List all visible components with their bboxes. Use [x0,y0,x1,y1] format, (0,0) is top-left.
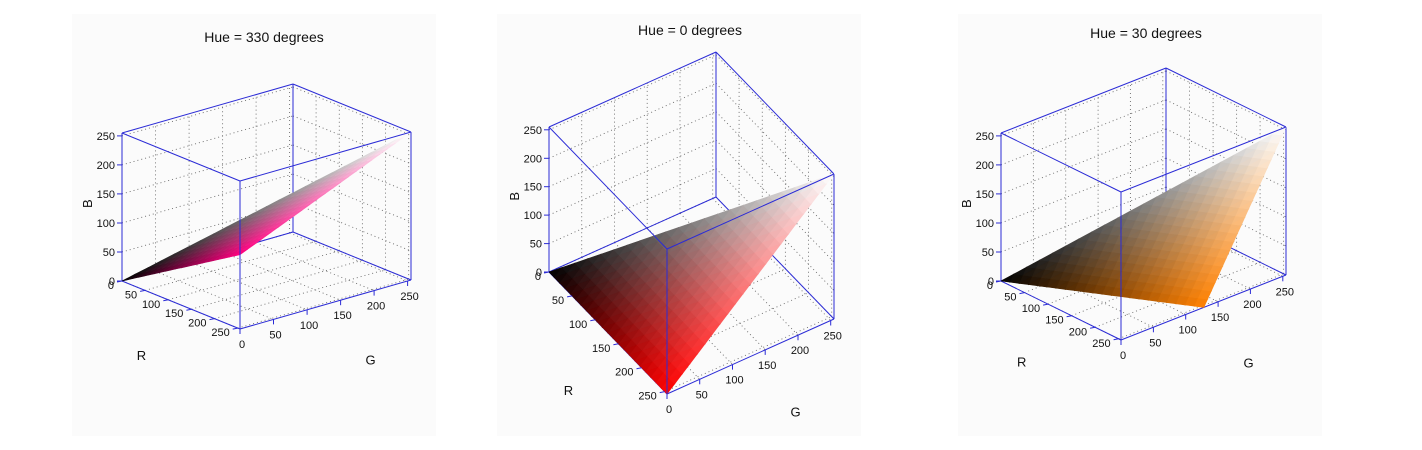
x-tick-label: 150 [1045,315,1063,327]
chart-panel-2: 0 50 100 150 200 250 0 50 100 150 200 250 0 50 100 150 2… [497,14,861,436]
x-tick-label: 150 [592,343,610,355]
y-tick-label: 100 [300,320,318,332]
z-axis-label: B [80,199,95,208]
x-tick-label: 150 [165,308,183,320]
y-tick-label: 250 [1276,286,1294,298]
z-tick-label: 200 [97,160,115,172]
chart-panel-3: 0 50 100 150 200 250 0 50 100 150 200 250 0 50 100 150 2… [958,14,1322,436]
x-axis-label: R [137,348,146,363]
z-tick-label: 250 [524,125,542,137]
z-tick-label: 0 [109,276,115,288]
y-tick-label: 0 [1120,350,1126,362]
y-tick-label: 100 [725,375,743,387]
x-tick-label: 200 [188,318,206,330]
x-tick-label: 200 [1069,326,1087,338]
axes-box-front [1000,126,1287,340]
z-tick-label: 150 [524,182,542,194]
z-tick-label: 200 [524,153,542,165]
y-tick-label: 50 [269,329,281,341]
axes-box-front [121,131,412,329]
color-surface [121,131,412,282]
y-tick-label: 50 [696,389,708,401]
z-tick-label: 100 [524,210,542,222]
axes-box [1000,67,1287,341]
chart-title: Hue = 30 degrees [1090,25,1202,41]
x-tick-label: 250 [638,391,656,403]
z-axis-label: B [507,192,522,201]
y-axis-label: G [1244,356,1254,371]
y-tick-label: 200 [791,345,809,357]
chart-panel-1: 0 50 100 150 200 250 0 50 100 150 200 250 0 50 100 150 2… [72,14,436,436]
y-tick-label: 50 [1149,337,1161,349]
z-tick-label: 250 [97,131,115,143]
chart-title: Hue = 0 degrees [638,22,742,38]
x-tick-label: 100 [569,319,587,331]
z-tick-label: 200 [976,160,994,172]
x-tick-label: 50 [125,289,137,301]
y-tick-label: 200 [367,301,385,313]
z-tick-label: 150 [97,189,115,201]
ticks: 0 50 100 150 200 250 0 50 100 150 200 250 0 50 100 150 2… [976,131,1294,362]
y-tick-label: 250 [824,331,842,343]
x-tick-label: 200 [615,367,633,379]
z-tick-label: 250 [976,131,994,143]
y-tick-label: 150 [758,360,776,372]
y-tick-label: 100 [1179,325,1197,337]
z-tick-label: 0 [988,276,994,288]
ticks: 0 50 100 150 200 250 0 50 100 150 200 250 0 50 100 150 2… [97,131,419,351]
z-tick-label: 150 [976,189,994,201]
y-axis-label: G [366,353,376,368]
y-tick-label: 0 [239,339,245,351]
z-tick-label: 50 [530,239,542,251]
z-tick-label: 100 [97,218,115,230]
y-tick-label: 0 [666,404,672,416]
x-tick-label: 0 [987,280,993,292]
color-surface [1000,126,1287,308]
y-tick-label: 250 [400,291,418,303]
x-tick-label: 50 [552,295,564,307]
y-tick-label: 200 [1243,299,1261,311]
z-tick-label: 100 [976,218,994,230]
x-tick-label: 0 [535,271,541,283]
z-axis-label: B [959,199,974,208]
x-tick-label: 50 [1004,292,1016,304]
y-axis-label: G [791,405,801,420]
x-tick-label: 0 [108,280,114,292]
x-tick-label: 100 [1022,303,1040,315]
x-axis-label: R [564,383,573,398]
y-tick-label: 150 [333,310,351,322]
y-tick-label: 150 [1211,312,1229,324]
axes-box-front [548,126,835,394]
z-tick-label: 50 [103,247,115,259]
ticks: 0 50 100 150 200 250 0 50 100 150 200 250 0 50 100 150 2… [524,125,842,416]
x-tick-label: 100 [142,299,160,311]
x-tick-label: 250 [211,327,229,339]
chart-title: Hue = 330 degrees [204,29,323,45]
z-tick-label: 0 [536,267,542,279]
x-axis-label: R [1017,354,1026,369]
color-surface [548,173,835,395]
x-tick-label: 250 [1092,338,1110,350]
z-tick-label: 50 [982,247,994,259]
